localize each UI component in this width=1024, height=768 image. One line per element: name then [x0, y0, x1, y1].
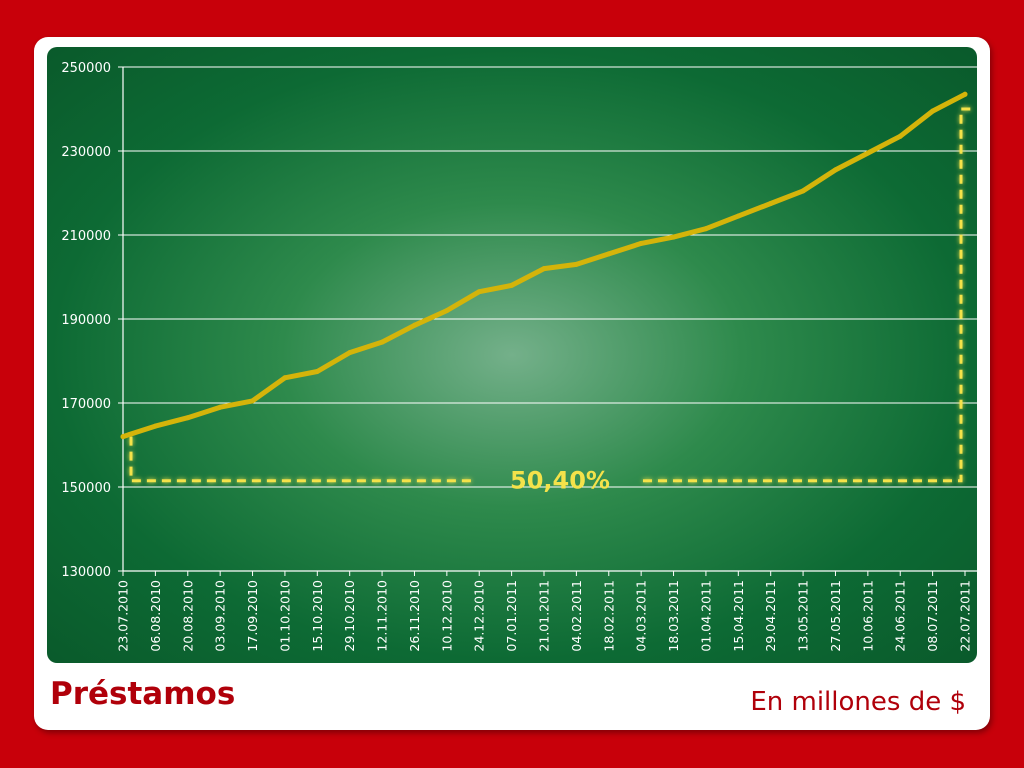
y-tick-label: 230000	[61, 145, 111, 160]
y-tick-label: 210000	[61, 229, 111, 244]
x-tick-label: 20.08.2010	[180, 580, 195, 652]
x-tick-label: 04.02.2011	[569, 580, 584, 652]
data-point	[411, 322, 417, 328]
x-tick-label: 12.11.2010	[375, 580, 390, 652]
annotation-right-bracket	[643, 107, 975, 483]
y-tick-label: 150000	[61, 481, 111, 496]
data-point	[800, 188, 806, 194]
x-tick-label: 15.04.2011	[731, 580, 746, 652]
x-tick-label: 06.08.2010	[148, 580, 163, 652]
data-point	[217, 404, 223, 410]
y-tick-label: 130000	[61, 565, 111, 580]
data-point	[573, 261, 579, 267]
data-point	[962, 91, 968, 97]
data-point	[768, 201, 774, 206]
annotation-left-bracket	[129, 436, 476, 483]
x-tick-label: 08.07.2011	[925, 580, 940, 652]
x-tick-label: 26.11.2010	[407, 580, 422, 652]
y-tick-label: 170000	[61, 397, 111, 412]
data-point	[314, 369, 320, 374]
x-tick-label: 10.06.2011	[860, 580, 875, 652]
x-tick-label: 24.12.2010	[472, 580, 487, 652]
unit-label: En millones de $	[750, 687, 966, 717]
x-tick-label: 29.10.2010	[342, 580, 357, 652]
data-point	[703, 226, 709, 232]
growth-annotation: 50,40%	[510, 467, 610, 495]
data-point	[930, 108, 936, 114]
data-point	[638, 240, 644, 246]
data-point	[476, 289, 482, 295]
data-point	[282, 375, 288, 381]
x-tick-label: 29.04.2011	[763, 580, 778, 652]
x-tick-label: 17.09.2010	[245, 580, 260, 652]
x-tick-label: 13.05.2011	[796, 580, 811, 652]
data-point	[865, 150, 871, 156]
x-tick-label: 27.05.2011	[828, 580, 843, 652]
loans-series-line	[120, 91, 968, 440]
y-tick-label: 250000	[61, 61, 111, 76]
slide-title: Préstamos	[50, 676, 236, 712]
data-point	[152, 423, 158, 429]
y-tick-label: 190000	[61, 313, 111, 328]
x-tick-label: 07.01.2011	[504, 580, 519, 652]
x-tick-label: 22.07.2011	[958, 580, 973, 652]
data-point	[347, 350, 353, 356]
x-tick-label: 18.02.2011	[601, 580, 616, 652]
data-point	[832, 167, 838, 173]
x-tick-label: 15.10.2010	[310, 580, 325, 652]
x-tick-label: 24.06.2011	[893, 580, 908, 652]
x-tick-label: 21.01.2011	[537, 580, 552, 652]
data-point	[185, 415, 191, 421]
data-point	[606, 251, 612, 257]
x-tick-label: 18.03.2011	[666, 580, 681, 652]
data-point	[897, 133, 903, 139]
x-tick-label: 01.10.2010	[277, 580, 292, 652]
data-point	[735, 213, 741, 219]
loans-line-chart: 50,40% 130000 150000 170000 190000 210000 230…	[61, 61, 977, 652]
data-point	[671, 234, 677, 240]
x-tick-label: 10.12.2010	[439, 580, 454, 652]
data-point	[379, 339, 385, 345]
x-tick-label: 03.09.2010	[213, 580, 228, 652]
x-tick-label: 04.03.2011	[634, 580, 649, 652]
x-tick-label: 01.04.2011	[698, 580, 713, 652]
data-point	[509, 282, 515, 288]
chart-panel: 50,40% 130000 150000 170000 190000 210000 230…	[47, 47, 977, 663]
x-tick-label: 23.07.2010	[116, 580, 131, 652]
data-point	[444, 308, 450, 314]
data-point	[250, 398, 256, 404]
data-point	[541, 266, 547, 272]
data-point	[120, 434, 126, 440]
